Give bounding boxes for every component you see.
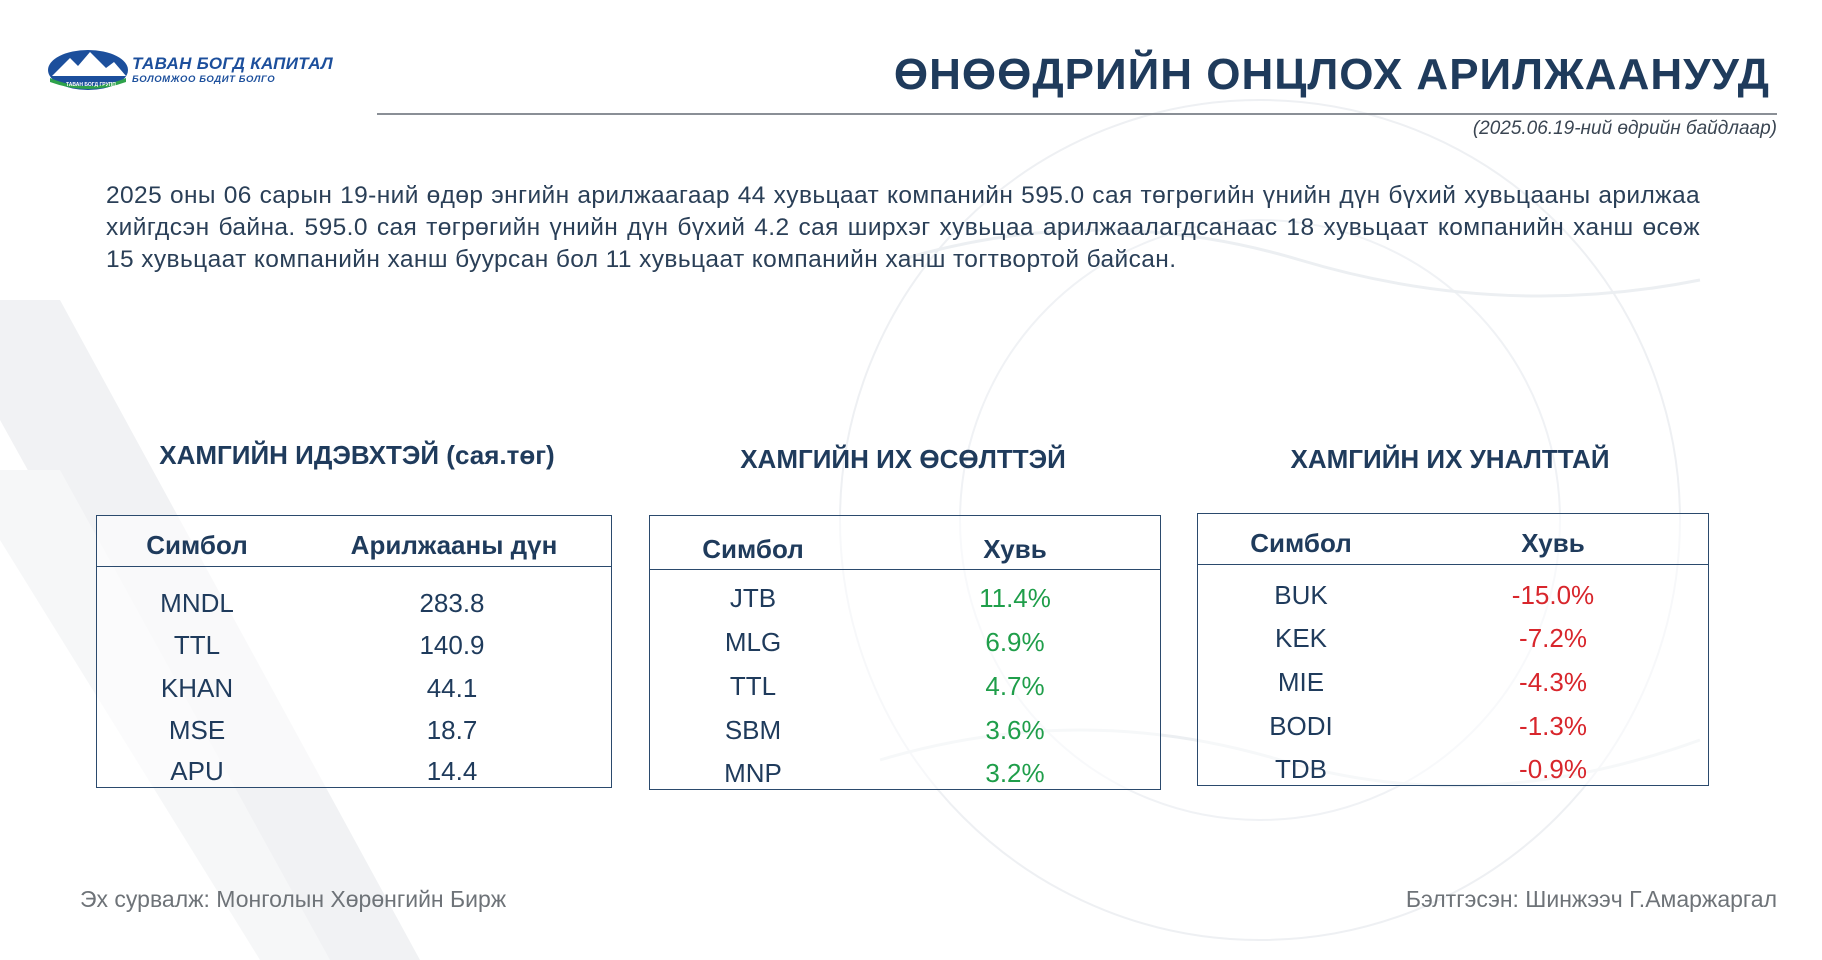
gainers-row-2-change: 6.9% [985, 627, 1045, 657]
active-row-4-symbol: MSE [168, 715, 226, 745]
gainers-row-5-symbol: MNP [724, 758, 782, 788]
prepared-by-note: Бэлтгэсэн: Шинжээч Г.Амаржаргал [1405, 886, 1777, 912]
company-logo: ТАВАН БОГД КАПИТАЛ БОЛОМЖОО БОДИТ БОЛГО … [46, 46, 346, 94]
active-col-symbol: Симбол [146, 530, 248, 560]
active-row-2-value: 140.9 [419, 630, 485, 660]
page-title: ӨНӨӨДРИЙН ОНЦЛОХ АРИЛЖААНУУД [893, 50, 1770, 99]
losers-row-5-change: -0.9% [1519, 754, 1587, 784]
active-row-5-value: 14.4 [426, 756, 478, 786]
active-table-title: ХАМГИЙН ИДЭВХТЭЙ (сая.төг) [159, 440, 555, 470]
losers-row-1-symbol: BUK [1274, 580, 1328, 610]
losers-row-3-change: -4.3% [1519, 667, 1587, 697]
losers-row-4-change: -1.3% [1519, 711, 1587, 741]
active-row-2-symbol: TTL [173, 630, 221, 660]
gainers-row-5-change: 3.2% [985, 758, 1045, 788]
gainers-row-1-symbol: JTB [729, 583, 777, 613]
date-note: (2025.06.19-ний өдрийн байдлаар) [1472, 118, 1777, 139]
gainers-row-1-change: 11.4% [979, 583, 1051, 613]
active-row-3-symbol: KHAN [160, 673, 234, 703]
active-row-4-value: 18.7 [426, 715, 478, 745]
logo-small-text: ТАВАН БОГД ГРУПП [66, 82, 116, 88]
active-row-5-symbol: APU [170, 756, 224, 786]
gainers-row-4-change: 3.6% [985, 715, 1045, 745]
losers-table: Симбол Хувь BUK -15.0% KEK -7.2% MIE -4.… [1197, 513, 1709, 786]
mountain-logo-icon [48, 50, 128, 90]
losers-row-5-symbol: TDB [1275, 754, 1327, 784]
title-divider [377, 113, 1777, 115]
gainers-row-3-symbol: TTL [729, 671, 777, 701]
gainers-table-title: ХАМГИЙН ИХ ӨСӨЛТТЭЙ [740, 444, 1066, 474]
losers-row-1-change: -15.0% [1511, 580, 1595, 610]
losers-table-header: Симбол Хувь [1198, 514, 1708, 565]
gainers-col-change: Хувь [983, 534, 1047, 564]
active-table-header: Симбол Арилжааны дүн [97, 516, 611, 567]
logo-name: ТАВАН БОГД КАПИТАЛ [132, 54, 334, 73]
active-row-1-symbol: MNDL [160, 588, 234, 618]
gainers-row-4-symbol: SBM [724, 715, 782, 745]
losers-col-symbol: Симбол [1250, 528, 1352, 558]
active-row-1-value: 283.8 [419, 588, 485, 618]
summary-paragraph: 2025 оны 06 сарын 19-ний өдөр энгийн ари… [106, 182, 1700, 273]
active-row-3-value: 44.1 [426, 673, 478, 703]
gainers-col-symbol: Симбол [702, 534, 804, 564]
source-note: Эх сурвалж: Монголын Хөрөнгийн Бирж [80, 886, 507, 912]
losers-row-2-change: -7.2% [1519, 623, 1587, 653]
active-col-value: Арилжааны дүн [350, 530, 558, 560]
gainers-table: Симбол Хувь JTB 11.4% MLG 6.9% TTL 4.7% … [649, 515, 1161, 790]
gainers-row-2-symbol: MLG [724, 627, 782, 657]
losers-row-3-symbol: MIE [1277, 667, 1325, 697]
active-table: Симбол Арилжааны дүн MNDL 283.8 TTL 140.… [96, 515, 612, 788]
losers-row-2-symbol: KEK [1274, 623, 1328, 653]
losers-col-change: Хувь [1521, 528, 1585, 558]
logo-tagline: БОЛОМЖОО БОДИТ БОЛГО [132, 74, 276, 85]
losers-row-4-symbol: BODI [1269, 711, 1333, 741]
gainers-table-header: Симбол Хувь [650, 516, 1160, 570]
gainers-row-3-change: 4.7% [985, 671, 1045, 701]
losers-table-title: ХАМГИЙН ИХ УНАЛТТАЙ [1290, 444, 1610, 474]
